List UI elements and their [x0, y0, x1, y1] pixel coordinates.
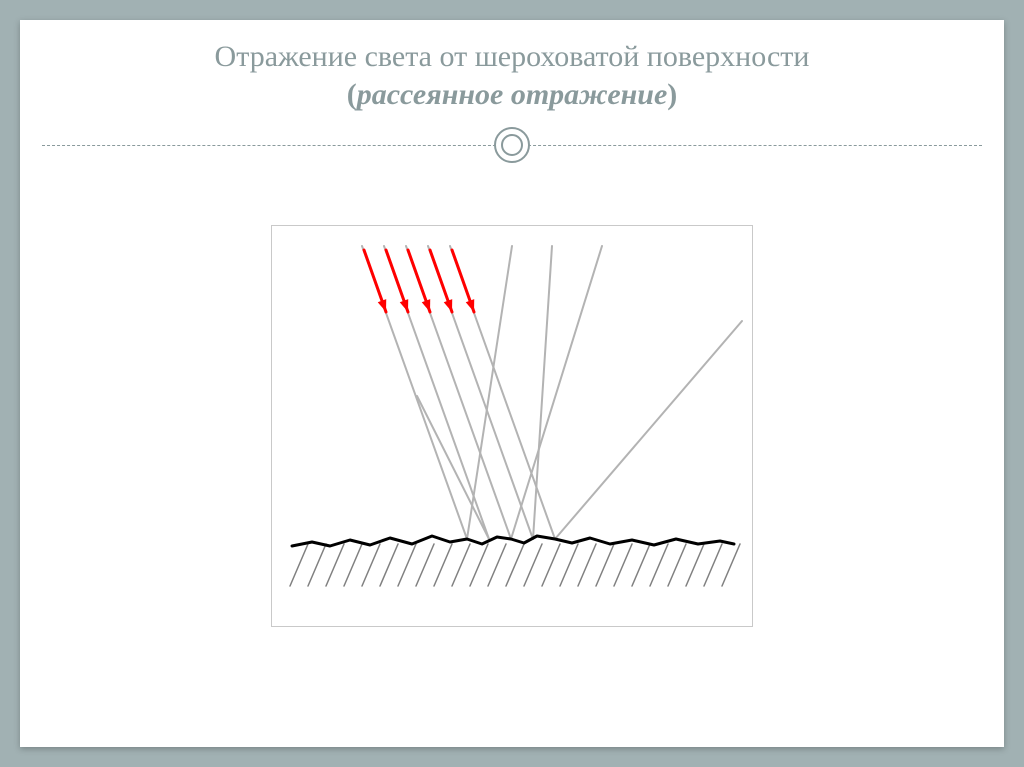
reflection-diagram [271, 225, 753, 627]
title-line-2: (рассеянное отражение) [50, 76, 974, 114]
divider-circle-inner [501, 134, 523, 156]
slide-background: Отражение света от шероховатой поверхнос… [0, 0, 1024, 767]
title-divider [20, 127, 1004, 167]
slide-title: Отражение света от шероховатой поверхнос… [20, 20, 1004, 113]
slide-panel: Отражение света от шероховатой поверхнос… [20, 20, 1004, 747]
title-paren-open: ( [347, 78, 357, 111]
title-line-1: Отражение света от шероховатой поверхнос… [50, 38, 974, 76]
title-emphasis: рассеянное отражение [357, 78, 668, 111]
title-paren-close: ) [667, 78, 677, 111]
